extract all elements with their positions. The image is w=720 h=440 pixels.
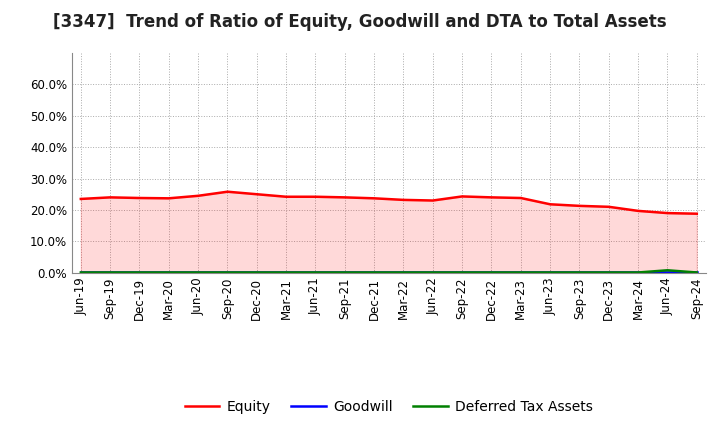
Text: [3347]  Trend of Ratio of Equity, Goodwill and DTA to Total Assets: [3347] Trend of Ratio of Equity, Goodwil… [53,13,667,31]
Equity [253,191,261,197]
Deferred Tax Assets [663,268,672,273]
Equity [458,194,467,199]
Goodwill [458,270,467,275]
Deferred Tax Assets [693,270,701,275]
Goodwill [634,270,642,275]
Goodwill [605,270,613,275]
Equity [575,203,584,209]
Equity [605,204,613,209]
Goodwill [106,270,114,275]
Deferred Tax Assets [605,270,613,275]
Goodwill [487,270,496,275]
Deferred Tax Assets [311,270,320,275]
Equity [370,196,379,201]
Equity [282,194,290,199]
Deferred Tax Assets [428,270,437,275]
Goodwill [253,270,261,275]
Goodwill [282,270,290,275]
Goodwill [370,270,379,275]
Deferred Tax Assets [223,270,232,275]
Equity [663,210,672,216]
Deferred Tax Assets [399,270,408,275]
Legend: Equity, Goodwill, Deferred Tax Assets: Equity, Goodwill, Deferred Tax Assets [179,394,598,419]
Equity [135,195,144,201]
Deferred Tax Assets [487,270,496,275]
Equity [194,193,202,198]
Deferred Tax Assets [76,270,85,275]
Goodwill [546,270,554,275]
Equity [693,211,701,216]
Line: Deferred Tax Assets: Deferred Tax Assets [81,270,697,272]
Goodwill [164,270,173,275]
Goodwill [399,270,408,275]
Goodwill [575,270,584,275]
Goodwill [341,270,349,275]
Equity [487,195,496,200]
Goodwill [311,270,320,275]
Line: Equity: Equity [81,192,697,214]
Goodwill [693,270,701,275]
Deferred Tax Assets [341,270,349,275]
Deferred Tax Assets [253,270,261,275]
Deferred Tax Assets [516,270,525,275]
Deferred Tax Assets [634,270,642,275]
Deferred Tax Assets [106,270,114,275]
Equity [516,195,525,201]
Equity [546,202,554,207]
Goodwill [135,270,144,275]
Equity [76,196,85,202]
Deferred Tax Assets [575,270,584,275]
Deferred Tax Assets [458,270,467,275]
Goodwill [516,270,525,275]
Equity [634,208,642,213]
Equity [428,198,437,203]
Equity [223,189,232,194]
Deferred Tax Assets [282,270,290,275]
Goodwill [428,270,437,275]
Deferred Tax Assets [194,270,202,275]
Equity [399,197,408,202]
Goodwill [223,270,232,275]
Equity [106,195,114,200]
Equity [311,194,320,199]
Equity [164,196,173,201]
Deferred Tax Assets [370,270,379,275]
Deferred Tax Assets [135,270,144,275]
Deferred Tax Assets [164,270,173,275]
Goodwill [663,270,672,275]
Goodwill [76,270,85,275]
Deferred Tax Assets [546,270,554,275]
Equity [341,195,349,200]
Goodwill [194,270,202,275]
